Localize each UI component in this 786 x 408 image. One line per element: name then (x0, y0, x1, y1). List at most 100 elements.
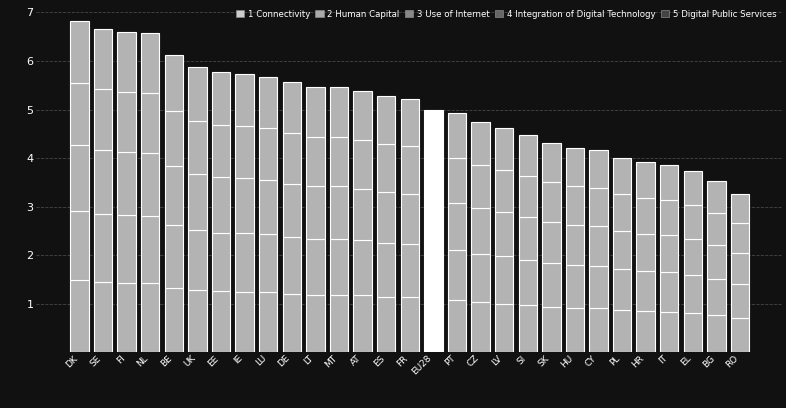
Bar (188, 174, 207, 231)
Bar (330, 295, 348, 352)
Bar (684, 275, 702, 313)
Bar (613, 194, 631, 231)
Bar (235, 292, 254, 352)
Bar (94, 282, 112, 352)
Bar (707, 279, 725, 315)
Bar (164, 111, 183, 166)
Bar (472, 254, 490, 302)
Bar (117, 92, 136, 152)
Bar (141, 33, 160, 93)
Bar (566, 148, 584, 186)
Bar (164, 288, 183, 352)
Bar (637, 311, 655, 352)
Bar (164, 55, 183, 111)
Bar (235, 178, 254, 233)
Bar (259, 180, 277, 235)
Bar (590, 188, 608, 226)
Bar (211, 233, 230, 291)
Bar (307, 87, 325, 137)
Bar (377, 144, 395, 193)
Bar (613, 157, 631, 194)
Bar (472, 208, 490, 254)
Bar (448, 158, 466, 203)
Bar (94, 150, 112, 214)
Bar (117, 215, 136, 283)
Bar (684, 205, 702, 239)
Bar (566, 308, 584, 352)
Bar (424, 201, 443, 248)
Bar (307, 239, 325, 295)
Bar (613, 269, 631, 310)
Bar (307, 137, 325, 186)
Bar (660, 235, 678, 272)
Bar (117, 32, 136, 92)
Bar (188, 121, 207, 174)
Bar (731, 193, 749, 223)
Bar (164, 166, 183, 225)
Bar (684, 239, 702, 275)
Bar (707, 246, 725, 279)
Bar (188, 67, 207, 121)
Bar (211, 72, 230, 125)
Bar (684, 313, 702, 352)
Bar (731, 223, 749, 253)
Bar (70, 83, 89, 145)
Bar (354, 240, 372, 295)
Bar (188, 231, 207, 290)
Legend: 1 Connectivity, 2 Human Capital, 3 Use of Internet, 4 Integration of Digital Tec: 1 Connectivity, 2 Human Capital, 3 Use o… (233, 7, 779, 21)
Bar (519, 259, 537, 305)
Bar (637, 234, 655, 271)
Bar (141, 153, 160, 216)
Bar (519, 217, 537, 259)
Bar (660, 200, 678, 235)
Bar (566, 265, 584, 308)
Bar (637, 198, 655, 234)
Bar (235, 126, 254, 178)
Bar (448, 113, 466, 158)
Bar (542, 263, 560, 307)
Bar (307, 295, 325, 352)
Bar (282, 237, 301, 294)
Bar (94, 89, 112, 150)
Bar (472, 302, 490, 352)
Bar (330, 186, 348, 239)
Bar (472, 122, 490, 165)
Bar (259, 77, 277, 128)
Bar (519, 176, 537, 217)
Bar (141, 216, 160, 283)
Bar (590, 308, 608, 352)
Bar (637, 271, 655, 311)
Bar (330, 87, 348, 137)
Bar (117, 152, 136, 215)
Bar (211, 177, 230, 233)
Bar (448, 203, 466, 250)
Bar (424, 155, 443, 201)
Bar (707, 213, 725, 246)
Bar (94, 29, 112, 89)
Bar (660, 165, 678, 200)
Bar (495, 128, 513, 170)
Bar (211, 291, 230, 352)
Bar (282, 184, 301, 237)
Bar (542, 182, 560, 222)
Bar (377, 193, 395, 243)
Bar (235, 233, 254, 292)
Bar (684, 171, 702, 205)
Bar (613, 231, 631, 269)
Bar (660, 312, 678, 352)
Bar (707, 315, 725, 352)
Bar (590, 266, 608, 308)
Bar (330, 239, 348, 295)
Bar (354, 295, 372, 352)
Bar (495, 304, 513, 352)
Bar (141, 93, 160, 153)
Bar (377, 96, 395, 144)
Bar (354, 91, 372, 140)
Bar (70, 21, 89, 83)
Bar (282, 82, 301, 133)
Bar (401, 194, 419, 244)
Bar (70, 280, 89, 352)
Bar (377, 243, 395, 297)
Bar (259, 128, 277, 180)
Bar (495, 212, 513, 256)
